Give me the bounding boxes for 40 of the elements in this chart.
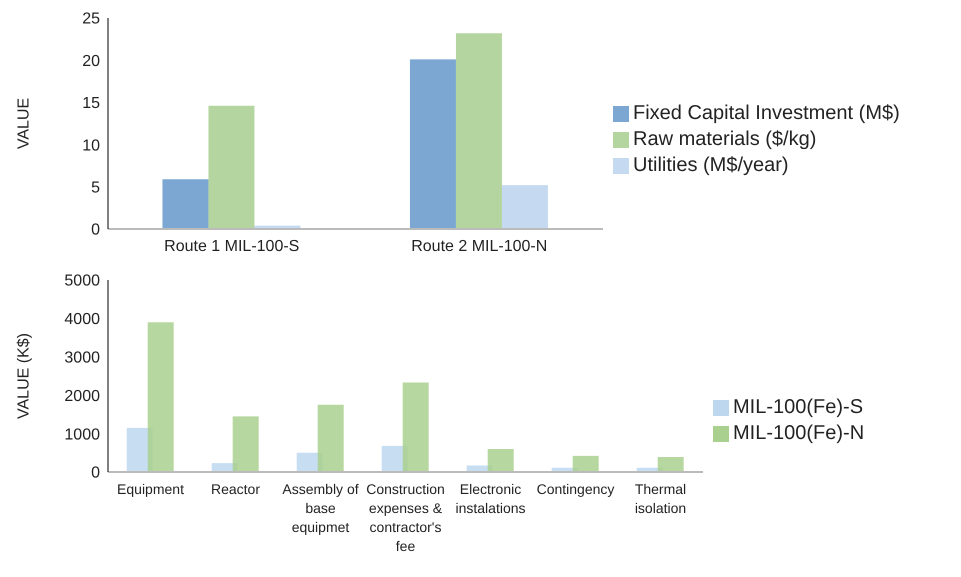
bar: [148, 322, 174, 472]
bar: [402, 382, 429, 472]
x-tick-label: Thermal isolation: [634, 481, 686, 516]
y-tick-label: 0: [91, 464, 100, 482]
bar: [232, 416, 259, 472]
y-tick-label: 15: [82, 95, 100, 112]
x-tick-label: Route 1 MIL-100-S: [164, 238, 300, 255]
legend-label: Fixed Capital Investment (M$): [633, 102, 900, 124]
y-axis-title: VALUE: [16, 98, 33, 150]
x-tick-label: Construction expenses & contractor's fee: [366, 481, 445, 554]
bar: [208, 106, 254, 229]
y-tick-label: 3000: [64, 349, 100, 366]
bar: [488, 448, 514, 472]
y-tick-label: 5: [91, 179, 100, 196]
x-tick-label: Assembly of base equipmet: [282, 481, 359, 535]
bar: [162, 179, 208, 229]
y-tick-label: 1000: [64, 426, 100, 444]
bar: [658, 457, 684, 472]
y-tick-label: 0: [91, 222, 100, 239]
x-tick-label: Reactor: [210, 481, 260, 497]
y-tick-label: 25: [82, 10, 100, 28]
y-tick-label: 4000: [64, 311, 100, 328]
y-tick-label: 5000: [64, 272, 100, 290]
bar: [572, 456, 599, 472]
legend-label: Utilities (M$/year): [633, 154, 789, 176]
bar: [410, 59, 456, 229]
y-tick-label: 10: [82, 137, 100, 154]
bar: [318, 404, 344, 472]
legend-label: Raw materials ($/kg): [633, 128, 816, 150]
y-tick-label: 2000: [64, 388, 100, 405]
legend-label: MIL-100(Fe)-S: [733, 396, 864, 418]
y-tick-label: 20: [82, 52, 100, 70]
bar: [502, 185, 548, 229]
y-axis-title: VALUE (K$): [16, 333, 33, 419]
x-tick-label: Contingency: [536, 481, 614, 497]
x-tick-label: Equipment: [117, 481, 184, 497]
x-tick-label: Route 2 MIL-100-N: [411, 238, 548, 255]
bar: [456, 33, 502, 229]
legend-label: MIL-100(Fe)-N: [733, 422, 864, 444]
x-tick-label: Electronic instalations: [455, 481, 526, 516]
